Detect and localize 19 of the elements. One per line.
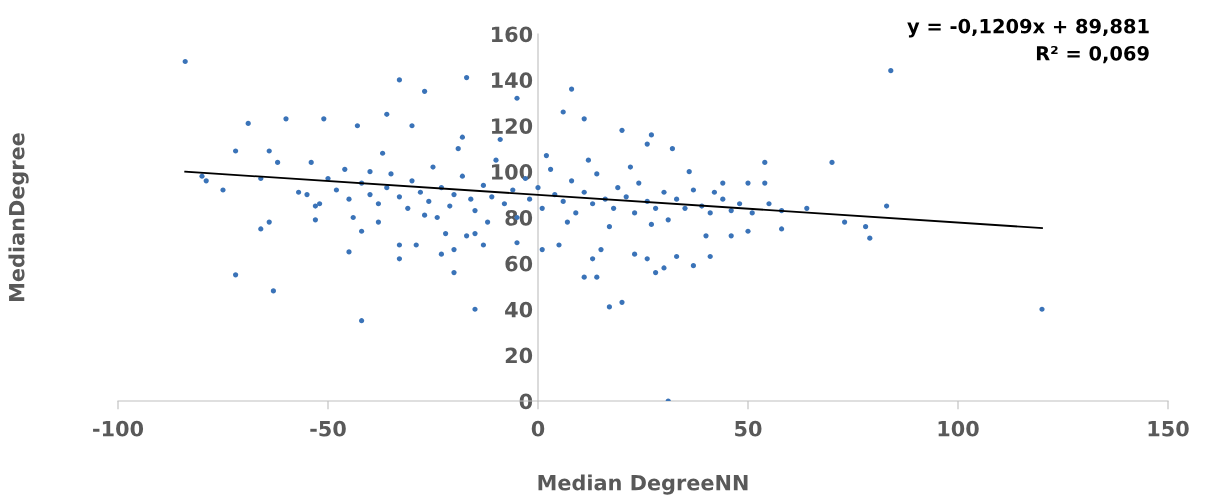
y-tick-label: 20 — [505, 347, 533, 364]
y-tick-label: 140 — [492, 72, 533, 89]
x-axis-title: Median DegreeNN — [538, 474, 748, 495]
y-tick-label: 80 — [505, 209, 533, 226]
annotation: y = -0,1209x + 89,881 — [907, 18, 1149, 38]
y-tick-label: 60 — [505, 255, 533, 272]
x-tick-label: 50 — [735, 420, 762, 437]
x-tick-label: 100 — [938, 420, 979, 437]
y-tick-label: 100 — [492, 164, 533, 180]
x-tick-label: -100 — [93, 420, 144, 437]
y-tick-label: 40 — [505, 301, 533, 318]
x-tick-label: 0 — [531, 420, 545, 437]
y-tick-label: 0 — [519, 393, 533, 410]
y-tick-label: 120 — [492, 118, 533, 134]
x-tick-label: 150 — [1148, 420, 1189, 437]
y-axis-title: MedianDegree — [8, 133, 29, 301]
annotation: R² = 0,069 — [1036, 45, 1149, 64]
y-tick-label: 160 — [492, 26, 533, 43]
x-tick-label: -50 — [310, 420, 346, 437]
